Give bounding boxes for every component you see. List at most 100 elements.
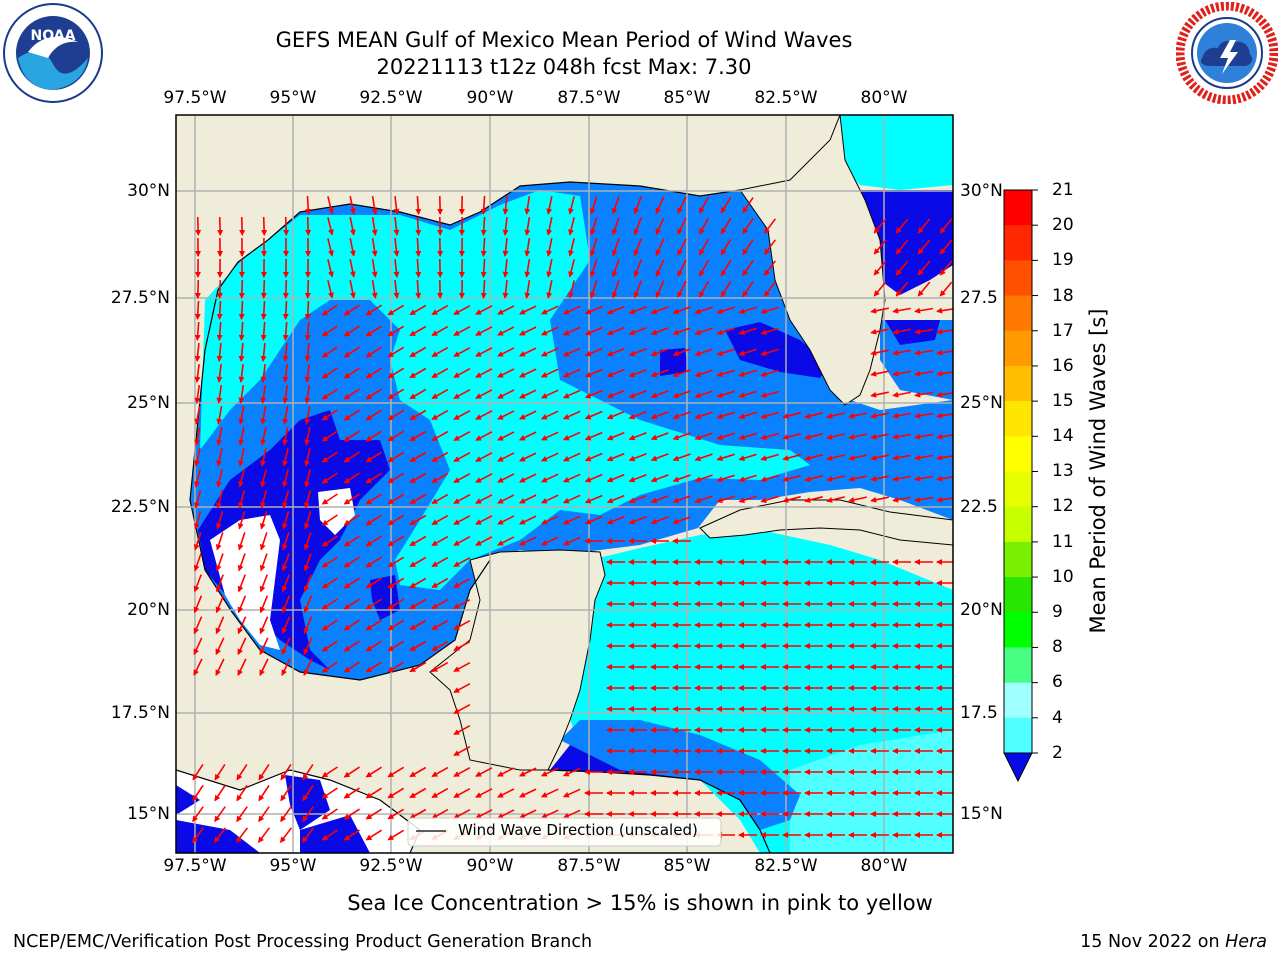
atlantic-darkblue <box>845 190 953 295</box>
wave-arrow <box>738 369 757 378</box>
wave-arrow <box>568 217 575 236</box>
wave-arrow <box>365 535 383 547</box>
wave-arrow <box>562 809 581 819</box>
wave-arrow <box>694 327 713 336</box>
wave-arrow <box>936 475 953 482</box>
wave-arrow <box>540 767 559 777</box>
wave-arrow <box>568 259 575 278</box>
wave-arrow <box>650 327 669 336</box>
wave-arrow <box>650 432 669 441</box>
wave-arrow <box>431 472 449 484</box>
wave-arrow <box>302 806 314 823</box>
wave-arrow <box>387 388 405 400</box>
wave-arrow <box>698 259 710 277</box>
wave-arrow <box>431 493 449 505</box>
wave-arrow <box>672 453 691 462</box>
wave-arrow <box>742 260 754 277</box>
wave-arrow <box>760 432 779 441</box>
wave-arrow <box>760 348 779 357</box>
wave-arrow <box>606 410 625 420</box>
wave-arrow <box>892 307 911 314</box>
wave-arrow <box>870 370 889 377</box>
wave-arrow <box>936 391 953 398</box>
wave-arrow <box>540 368 559 378</box>
wave-arrow <box>321 388 338 400</box>
wave-arrow <box>238 321 245 341</box>
wave-arrow <box>387 493 405 505</box>
wave-arrow <box>562 389 581 399</box>
lat-label-left: 30°N <box>127 181 170 201</box>
wave-arrow <box>914 391 934 398</box>
wave-arrow <box>216 448 223 467</box>
wave-arrow <box>431 388 449 400</box>
wave-arrow <box>304 384 311 404</box>
wave-arrow <box>193 616 203 635</box>
wave-arrow <box>804 412 823 419</box>
wave-arrow <box>343 598 360 610</box>
wave-arrow <box>259 616 269 635</box>
wave-arrow <box>195 216 202 236</box>
wave-arrow <box>282 448 289 467</box>
wave-arrow <box>518 494 537 504</box>
wave-arrow <box>259 574 268 593</box>
map-legend <box>407 817 722 847</box>
wave-arrow <box>303 511 312 530</box>
wave-arrow <box>304 490 312 509</box>
wave-arrow <box>738 390 757 399</box>
wave-arrow <box>280 763 292 781</box>
wave-arrow <box>917 218 931 234</box>
colorbar-segment <box>1004 225 1032 261</box>
wave-arrow <box>193 658 203 677</box>
wave-arrow <box>694 390 713 399</box>
lon-label-bottom: 82.5°W <box>754 856 818 876</box>
wave-arrow <box>540 347 559 357</box>
wave-arrow <box>343 493 360 505</box>
wave-arrow <box>409 556 427 568</box>
wave-arrow <box>694 495 713 504</box>
wave-arrow <box>848 496 867 503</box>
wave-arrow <box>365 661 383 673</box>
wave-arrow <box>365 619 383 631</box>
wave-arrow <box>540 452 559 462</box>
wave-arrow <box>321 472 338 484</box>
wave-arrow <box>589 259 598 278</box>
wave-arrow <box>343 577 360 589</box>
wave-arrow <box>431 451 449 463</box>
wave-arrow <box>562 410 581 420</box>
wave-arrow <box>321 451 338 463</box>
wave-arrow <box>518 431 537 441</box>
wave-arrow <box>194 405 201 425</box>
wave-arrow <box>606 473 625 483</box>
wave-arrow <box>365 346 383 358</box>
pacific-darkblue <box>176 775 370 853</box>
wave-arrow <box>216 405 223 425</box>
colorbar-segment <box>1004 471 1032 508</box>
wave-arrow <box>633 196 643 215</box>
wave-arrow <box>650 348 669 357</box>
wave-arrow <box>606 305 625 315</box>
wave-arrow <box>260 384 267 404</box>
wave-arrow <box>518 305 537 315</box>
wave-arrow <box>415 195 422 215</box>
wave-arrow <box>409 598 427 610</box>
wave-arrow <box>238 405 245 425</box>
wave-arrow <box>760 411 779 420</box>
wave-arrow <box>480 216 487 236</box>
wave-arrow <box>870 433 889 440</box>
wave-arrow <box>343 346 360 358</box>
wave-arrow <box>260 279 267 299</box>
colorbar-segment <box>1004 647 1032 684</box>
wave-arrow <box>303 595 313 614</box>
wave-arrow <box>321 787 338 799</box>
wave-arrow <box>568 196 575 215</box>
wave-arrow <box>917 239 931 255</box>
wave-arrow <box>281 616 291 635</box>
colorbar-segment <box>1004 541 1032 578</box>
wave-arrow <box>655 259 665 278</box>
colorbar-segment <box>1004 401 1032 437</box>
wave-arrow <box>763 239 777 255</box>
wave-arrow <box>431 367 449 379</box>
colorbar-segment <box>1004 717 1032 754</box>
wave-arrow <box>236 806 248 823</box>
